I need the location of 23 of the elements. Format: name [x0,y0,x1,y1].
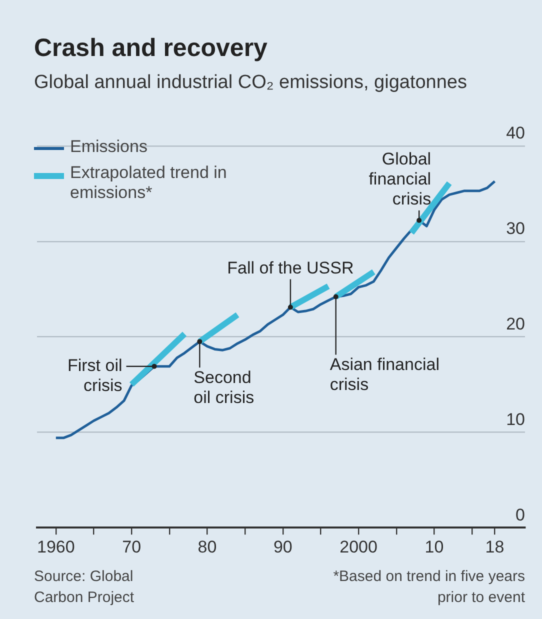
y-tick-label: 30 [506,219,525,238]
y-tick-label: 20 [506,314,525,334]
x-tick-label: 90 [273,537,292,556]
y-tick-label: 10 [506,410,525,429]
annotation: First oil crisis [67,356,122,396]
legend-label: Emissions [70,137,148,157]
legend-label: Extrapolated trend in emissions* [70,163,228,203]
x-tick-label: 1960 [37,537,75,556]
chart-title: Crash and recovery [34,34,268,63]
text: *Based on trend in five years prior to event [332,567,525,608]
annotation: Global financial crisis [368,150,432,209]
x-tick-label: 70 [122,537,142,556]
annotation: Asian financial crisis [330,354,440,394]
source-note: Source: Global Carbon Project [34,567,136,608]
annotation: Second oil crisis [194,368,254,407]
x-tick-label: 80 [198,537,217,556]
x-tick-label: 18 [485,537,504,556]
annotation: Fall of the USSR [227,258,354,278]
y-tick-label: 40 [506,124,525,143]
chart-subtitle: Global annual industrial CO₂ emissions, gigatonnes [34,72,468,94]
x-tick-label: 10 [424,537,444,556]
y-tick-label: 0 [516,505,525,524]
x-tick-label: 2000 [340,537,378,556]
